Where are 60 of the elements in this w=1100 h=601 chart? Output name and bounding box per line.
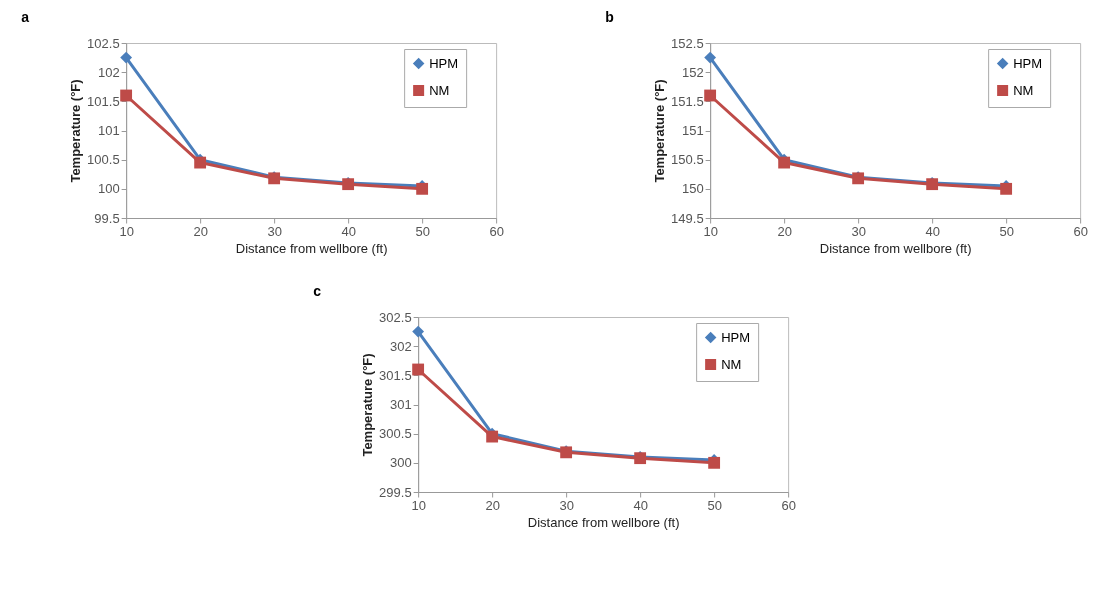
y-tick-label: 302.5 [379, 309, 412, 325]
y-tick-label: 301 [389, 397, 412, 412]
x-tick-label: 10 [119, 223, 134, 239]
y-tick-label: 152 [681, 64, 704, 80]
y-tick-label: 301.5 [379, 367, 412, 383]
y-tick-label: 300 [389, 455, 412, 471]
x-tick-label: 60 [781, 497, 796, 513]
point [704, 51, 717, 64]
x-tick-label: 10 [411, 497, 426, 513]
y-tick-label: 100 [97, 181, 120, 197]
x-tick-label: 60 [489, 223, 504, 239]
legend-label: NM [721, 356, 742, 372]
y-tick-label: 299.5 [379, 484, 412, 500]
legend-label: HPM [721, 329, 751, 345]
y-tick-label: 302 [389, 338, 412, 354]
x-tick-label: 20 [485, 497, 500, 513]
chart-title: c [313, 283, 322, 299]
y-axis-title: Temperature (°F) [360, 353, 376, 457]
x-axis-title: Distance from wellbore (ft) [235, 240, 388, 256]
y-tick-label: 102.5 [87, 35, 120, 51]
chart-title: a [21, 9, 30, 25]
point [412, 363, 425, 376]
y-tick-label: 101.5 [87, 93, 120, 109]
y-tick-label: 150 [681, 181, 704, 197]
y-tick-label: 151 [681, 123, 704, 138]
x-tick-label: 20 [193, 223, 208, 239]
point [120, 89, 133, 102]
x-tick-label: 40 [925, 223, 940, 239]
y-tick-label: 150.5 [671, 152, 704, 168]
x-tick-label: 30 [559, 497, 574, 513]
y-tick-label: 149.5 [671, 210, 704, 226]
legend-label: HPM [1013, 55, 1043, 71]
x-tick-label: 10 [703, 223, 718, 239]
y-tick-label: 152.5 [671, 35, 704, 51]
y-tick-label: 100.5 [87, 152, 120, 168]
y-axis-title: Temperature (°F) [652, 79, 668, 183]
y-axis-title: Temperature (°F) [68, 79, 84, 183]
legend-label: NM [1013, 82, 1034, 98]
chart-title: b [605, 9, 614, 25]
y-tick-label: 300.5 [379, 426, 412, 442]
x-tick-label: 40 [341, 223, 356, 239]
x-tick-label: 30 [267, 223, 282, 239]
y-tick-label: 101 [97, 123, 120, 138]
x-tick-label: 50 [415, 223, 430, 239]
x-axis-title: Distance from wellbore (ft) [819, 240, 972, 256]
point [412, 325, 425, 338]
x-tick-label: 30 [851, 223, 866, 239]
point [704, 89, 717, 102]
y-tick-label: 102 [97, 64, 120, 80]
x-axis-title: Distance from wellbore (ft) [527, 514, 680, 530]
x-tick-label: 60 [1073, 223, 1088, 239]
legend-label: HPM [429, 55, 459, 71]
y-tick-label: 99.5 [94, 210, 120, 226]
legend-label: NM [429, 82, 450, 98]
x-tick-label: 20 [777, 223, 792, 239]
x-tick-label: 40 [633, 497, 648, 513]
point [120, 51, 133, 64]
y-tick-label: 151.5 [671, 93, 704, 109]
x-tick-label: 50 [999, 223, 1014, 239]
x-tick-label: 50 [707, 497, 722, 513]
